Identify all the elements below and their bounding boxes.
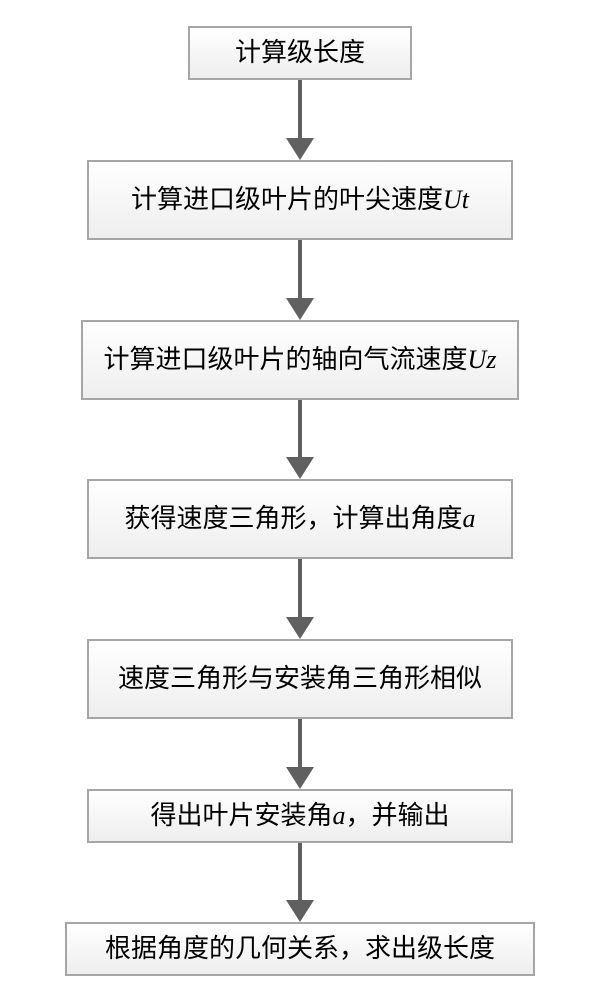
flow-node-2-label: 计算进口级叶片的叶尖速度Ut xyxy=(131,184,469,217)
flow-node-4-label: 获得速度三角形，计算出角度a xyxy=(124,503,475,536)
flow-node-4: 获得速度三角形，计算出角度a xyxy=(87,479,513,559)
flow-arrow-2-head xyxy=(286,298,314,320)
flow-arrow-4-head xyxy=(286,617,314,639)
flow-node-1-label: 计算级长度 xyxy=(235,37,365,70)
flow-node-1: 计算级长度 xyxy=(188,26,412,80)
flow-arrow-4-shaft xyxy=(298,559,302,617)
flow-node-2: 计算进口级叶片的叶尖速度Ut xyxy=(87,160,513,240)
flow-node-5-label: 速度三角形与安装角三角形相似 xyxy=(118,663,482,696)
flow-arrow-2-shaft xyxy=(298,240,302,298)
flow-arrow-5-shaft xyxy=(298,719,302,767)
flow-node-7: 根据角度的几何关系，求出级长度 xyxy=(65,922,535,976)
flow-arrow-3-head xyxy=(286,457,314,479)
flow-node-5: 速度三角形与安装角三角形相似 xyxy=(87,639,513,719)
flow-arrow-5-head xyxy=(286,767,314,789)
flow-node-3: 计算进口级叶片的轴向气流速度Uz xyxy=(81,320,519,400)
flow-arrow-3-shaft xyxy=(298,400,302,457)
flow-node-7-label: 根据角度的几何关系，求出级长度 xyxy=(105,933,495,966)
flowchart-canvas: 计算级长度 计算进口级叶片的叶尖速度Ut 计算进口级叶片的轴向气流速度Uz 获得… xyxy=(0,0,599,1000)
flow-arrow-1-head xyxy=(286,138,314,160)
flow-node-6: 得出叶片安装角a，并输出 xyxy=(87,789,513,843)
flow-node-6-label: 得出叶片安装角a，并输出 xyxy=(150,800,449,833)
flow-node-3-label: 计算进口级叶片的轴向气流速度Uz xyxy=(104,344,497,377)
flow-arrow-6-shaft xyxy=(298,843,302,900)
flow-arrow-6-head xyxy=(286,900,314,922)
flow-arrow-1-shaft xyxy=(298,80,302,138)
